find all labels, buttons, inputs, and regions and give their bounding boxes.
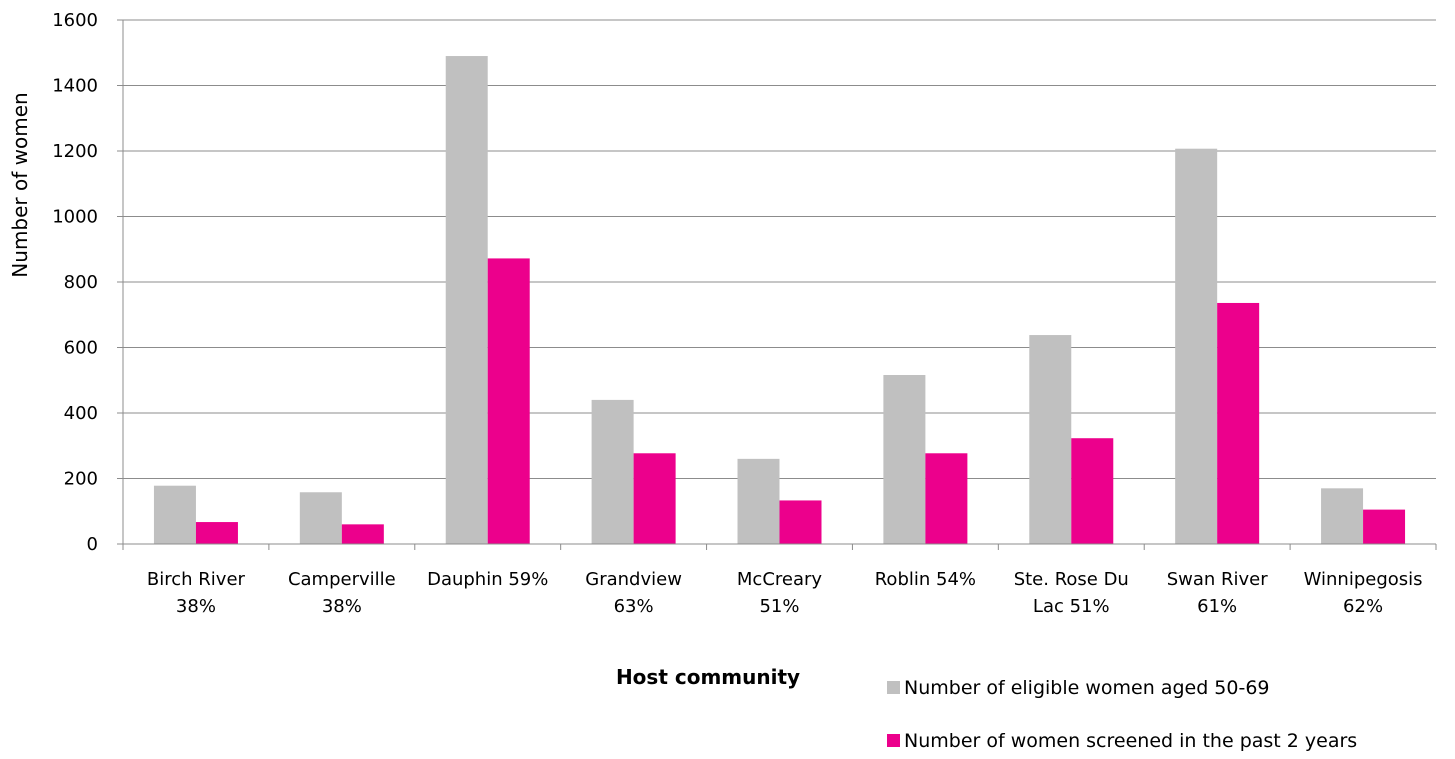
x-category-label: 51% (759, 596, 799, 617)
x-category-label: Roblin 54% (875, 569, 976, 590)
legend-swatch (887, 681, 900, 694)
x-category-label: 63% (614, 596, 654, 617)
legend-label: Number of eligible women aged 50-69 (904, 677, 1270, 699)
bar-screened (195, 522, 238, 544)
bar-eligible (1175, 148, 1218, 544)
bar-eligible (737, 458, 780, 544)
y-axis-title: Number of women (8, 92, 32, 277)
x-category-label: Dauphin 59% (427, 569, 548, 590)
bar-screened (341, 524, 384, 544)
y-tick-label: 0 (87, 534, 98, 555)
axes (117, 19, 1437, 550)
legend-label: Number of women screened in the past 2 y… (904, 730, 1357, 752)
y-tick-label: 800 (64, 272, 98, 293)
bar-eligible (591, 399, 634, 544)
y-tick-label: 1000 (52, 207, 98, 228)
bar-eligible (883, 375, 926, 544)
y-tick-labels: 0 200 400 600 800 1000 1200 1400 1600 (52, 10, 98, 555)
bar-screened (925, 453, 968, 544)
y-tick-label: 200 (64, 469, 98, 490)
bar-eligible (445, 56, 488, 545)
gridlines (123, 19, 1436, 479)
legend-swatch (887, 734, 900, 747)
bar-screened (1363, 509, 1406, 544)
x-category-label: 38% (322, 596, 362, 617)
y-tick-label: 1200 (52, 141, 98, 162)
y-tick-label: 400 (64, 403, 98, 424)
legend: Number of eligible women aged 50-69 Numbe… (887, 677, 1357, 752)
y-tick-label: 1400 (52, 76, 98, 97)
x-category-label: Ste. Rose Du (1014, 569, 1129, 590)
bar-screened (1071, 438, 1114, 544)
x-category-label: Grandview (585, 569, 682, 590)
x-category-labels: Birch River 38% Camperville 38% Dauphin 59% G… (147, 569, 1423, 617)
x-category-label: Camperville (288, 569, 396, 590)
x-category-label: McCreary (737, 569, 823, 590)
y-tick-label: 600 (64, 338, 98, 359)
y-tick-label: 1600 (52, 10, 98, 31)
bars (153, 56, 1406, 545)
bar-screened (633, 453, 676, 544)
bar-screened (487, 258, 530, 544)
bar-eligible (1321, 488, 1364, 544)
x-category-label: Birch River (147, 569, 246, 590)
bar-eligible (299, 492, 342, 544)
x-category-label: Winnipegosis (1304, 569, 1423, 590)
x-category-label: Swan River (1167, 569, 1269, 590)
x-category-label: 38% (176, 596, 216, 617)
x-axis-title: Host community (616, 665, 800, 689)
x-category-label: Lac 51% (1033, 596, 1110, 617)
bar-eligible (153, 485, 196, 544)
bar-eligible (1029, 335, 1072, 544)
x-category-label: 62% (1343, 596, 1383, 617)
x-category-label: 61% (1197, 596, 1237, 617)
bar-screened (1217, 302, 1260, 544)
bar-screened (779, 500, 822, 544)
